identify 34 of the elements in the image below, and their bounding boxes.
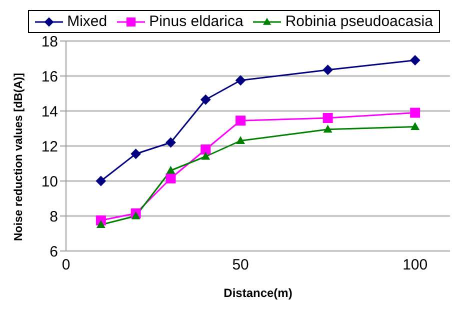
point xyxy=(166,166,175,174)
point xyxy=(236,75,246,86)
y-tick-label: 16 xyxy=(41,68,58,86)
point xyxy=(324,125,332,133)
point xyxy=(236,136,245,144)
point xyxy=(132,212,140,220)
x-tick-label: 50 xyxy=(232,256,249,274)
x-axis-title: Distance(m) xyxy=(224,286,292,300)
point xyxy=(322,113,333,123)
point xyxy=(410,55,420,66)
x-tick-label: 0 xyxy=(62,256,70,274)
legend-label: Robinia pseudoacasia xyxy=(285,13,433,30)
point xyxy=(96,176,106,186)
point xyxy=(130,148,141,159)
point xyxy=(96,220,106,228)
point xyxy=(200,144,211,154)
point xyxy=(236,116,246,126)
point xyxy=(410,122,420,130)
point xyxy=(410,108,420,118)
y-tick-label: 8 xyxy=(50,208,58,226)
legend-label: Pinus eldarica xyxy=(149,13,244,30)
point xyxy=(166,173,176,184)
y-axis-title: Noise reduction values [dB(A)] xyxy=(13,72,26,241)
legend-label: Mixed xyxy=(67,13,108,30)
y-tick-label: 6 xyxy=(50,243,58,260)
x-tick-label: 100 xyxy=(402,256,428,274)
y-tick-label: 12 xyxy=(41,138,58,156)
point xyxy=(166,138,176,148)
y-tick-label: 10 xyxy=(41,173,58,190)
point xyxy=(202,152,210,160)
y-tick-label: 14 xyxy=(41,103,58,120)
y-tick-label: 18 xyxy=(41,33,58,50)
point xyxy=(322,64,333,75)
point xyxy=(200,94,211,105)
